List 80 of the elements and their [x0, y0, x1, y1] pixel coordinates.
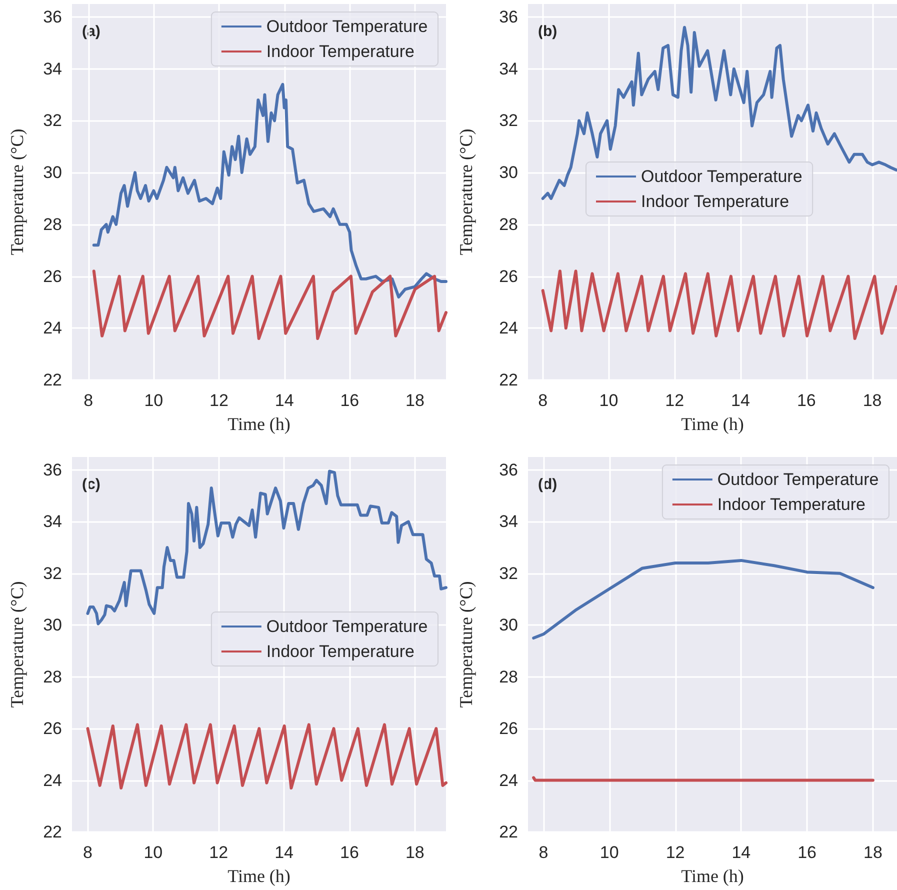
y-tick-label: 26 — [499, 719, 518, 738]
y-axis-title: Temperature (°C) — [7, 128, 27, 256]
y-tick-label: 24 — [43, 770, 62, 790]
y-tick-label: 34 — [499, 512, 518, 532]
x-axis-title: Time (h) — [228, 414, 290, 434]
y-tick-label: 24 — [499, 770, 518, 790]
y-tick-label: 30 — [43, 616, 62, 635]
annotation: (c) — [82, 476, 100, 493]
y-axis-title: Temperature (°C) — [7, 581, 27, 708]
x-tick-label: 14 — [732, 843, 751, 862]
x-tick-label: 14 — [731, 391, 750, 410]
y-tick-label: 22 — [43, 370, 62, 390]
y-tick-label: 26 — [499, 266, 518, 286]
y-tick-label: 22 — [43, 822, 62, 842]
legend-label: Indoor Temperature — [266, 42, 414, 61]
line-series — [541, 270, 897, 340]
x-tick-label: 14 — [274, 391, 294, 410]
y-tick-label: 32 — [499, 564, 518, 583]
y-tick-label: 34 — [43, 59, 62, 78]
x-tick-label: 8 — [538, 843, 548, 862]
line-series — [92, 270, 448, 340]
x-tick-label: 8 — [538, 391, 548, 410]
y-axis-title: Temperature (°C) — [456, 581, 476, 708]
legend-label: Indoor Temperature — [266, 642, 414, 661]
y-tick-label: 22 — [499, 822, 518, 842]
x-tick-label: 12 — [666, 843, 685, 862]
x-axis-title: Time (h) — [681, 414, 744, 434]
x-tick-label: 12 — [210, 391, 228, 410]
y-tick-label: 30 — [499, 163, 518, 182]
y-tick-label: 30 — [499, 616, 518, 635]
annotation: (d) — [538, 476, 558, 493]
y-tick-label: 24 — [499, 318, 518, 338]
y-tick-label: 24 — [43, 318, 62, 338]
y-tick-label: 32 — [43, 111, 62, 130]
y-tick-label: 28 — [499, 214, 518, 234]
y-tick-label: 34 — [43, 512, 62, 532]
annotation: (b) — [538, 23, 558, 40]
x-tick-label: 8 — [82, 843, 92, 862]
y-tick-label: 36 — [43, 7, 62, 26]
y-tick-label: 36 — [499, 7, 518, 26]
x-tick-label: 18 — [863, 843, 882, 862]
legend-label: Outdoor Temperature — [641, 167, 802, 186]
legend-label: Outdoor Temperature — [266, 17, 428, 36]
x-tick-label: 16 — [340, 843, 359, 862]
x-tick-label: 16 — [798, 843, 817, 862]
y-tick-label: 36 — [43, 460, 62, 480]
x-tick-label: 10 — [144, 391, 164, 410]
y-tick-label: 32 — [499, 111, 518, 130]
x-tick-label: 8 — [84, 391, 94, 410]
x-tick-label: 18 — [862, 391, 882, 410]
line-series — [92, 82, 448, 299]
y-tick-label: 36 — [499, 460, 518, 480]
y-tick-label: 28 — [499, 667, 518, 686]
legend-label: Indoor Temperature — [641, 192, 790, 211]
x-tick-label: 12 — [209, 843, 228, 862]
y-tick-label: 26 — [43, 266, 62, 286]
line-series — [532, 558, 874, 640]
x-tick-label: 10 — [599, 391, 618, 410]
y-tick-label: 22 — [499, 370, 518, 390]
legend-label: Indoor Temperature — [717, 495, 866, 514]
x-tick-label: 16 — [796, 391, 816, 410]
y-tick-label: 32 — [43, 564, 62, 583]
x-tick-label: 18 — [405, 843, 424, 862]
x-tick-label: 12 — [665, 391, 684, 410]
legend-label: Outdoor Temperature — [717, 470, 879, 489]
legend-label: Outdoor Temperature — [266, 617, 428, 636]
x-tick-label: 10 — [144, 843, 163, 862]
y-tick-label: 28 — [43, 667, 62, 686]
y-tick-label: 28 — [43, 214, 62, 234]
x-tick-label: 18 — [406, 391, 424, 410]
x-tick-label: 10 — [600, 843, 619, 862]
x-axis-title: Time (h) — [681, 866, 744, 886]
x-tick-label: 14 — [274, 843, 294, 862]
y-axis-title: Temperature (°C) — [456, 128, 476, 256]
y-tick-label: 34 — [499, 59, 518, 78]
x-axis-title: Time (h) — [228, 866, 290, 886]
y-tick-label: 30 — [43, 163, 62, 182]
x-tick-label: 16 — [340, 391, 360, 410]
y-tick-label: 26 — [43, 719, 62, 738]
line-series — [86, 723, 448, 790]
